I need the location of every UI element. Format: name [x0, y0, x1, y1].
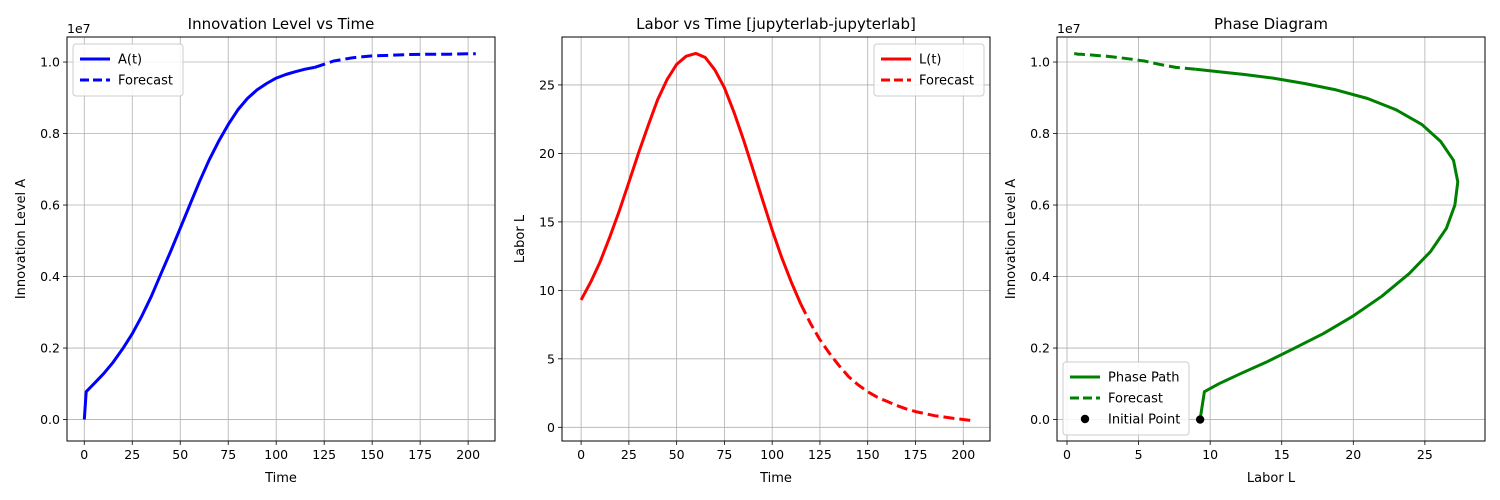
y-tick-label: 1.0: [40, 55, 60, 70]
legend-box: [72, 43, 184, 97]
x-tick-label: 200: [951, 447, 975, 462]
legend-box: [873, 43, 985, 97]
x-tick-label: 20: [1345, 447, 1361, 462]
y-tick-label: 0.8: [1030, 126, 1050, 141]
x-tick-label: 175: [904, 447, 928, 462]
chart-panel-3: 0 5 10 15 20 25 0.0 0.2 0.4 0.6 0.8 1.0 Phase Diagra…: [1004, 15, 1486, 486]
y-axis-label: Innovation Level A: [1004, 179, 1019, 299]
y-tick-label: 0.0: [40, 412, 60, 427]
y-tick-label: 0.4: [1030, 269, 1050, 284]
y-tick-label: 0.8: [40, 126, 60, 141]
x-tick-label: 150: [360, 447, 384, 462]
x-tick-label: 125: [312, 447, 336, 462]
x-tick-label: 75: [716, 447, 732, 462]
x-axis-label: Time: [264, 471, 297, 486]
x-tick-label: 150: [856, 447, 880, 462]
y-tick-label: 25: [539, 77, 555, 92]
y-tick-label: 0.2: [40, 341, 60, 356]
x-tick-label: 15: [1274, 447, 1290, 462]
y-axis-label: Innovation Level A: [14, 179, 29, 299]
legend-marker: [1080, 414, 1090, 424]
x-tick-label: 25: [124, 447, 140, 462]
legend-label: Forecast: [1108, 392, 1163, 407]
y-tick-label: 5: [547, 351, 555, 366]
x-tick-label: 0: [80, 447, 88, 462]
legend-label: L(t): [919, 53, 941, 68]
y-tick-label: 0.6: [40, 198, 60, 213]
legend: Phase Path Forecast Initial Point: [1062, 361, 1190, 436]
y-tick-label: 20: [539, 146, 555, 161]
chart-panel-1: 0 25 50 75 100 125 150 175 200 0.0 0.2 0.4 0.6 0.8 1.0…: [14, 15, 496, 486]
x-tick-label: 0: [577, 447, 585, 462]
series-group: [579, 51, 972, 422]
y-axis-label: Labor L: [513, 214, 528, 263]
legend-label: Phase Path: [1108, 371, 1180, 386]
legend-label: Forecast: [118, 74, 173, 89]
x-tick-label: 100: [264, 447, 288, 462]
legend-label: Forecast: [919, 74, 974, 89]
series-line-phase-path: [1195, 67, 1460, 420]
legend: A(t) Forecast: [72, 43, 184, 97]
y-tick-label: 0.6: [1030, 198, 1050, 213]
x-tick-label: 125: [808, 447, 832, 462]
y-tick-label: 10: [539, 283, 555, 298]
series-line-forecast: [1073, 52, 1196, 71]
legend-label: A(t): [118, 53, 142, 68]
legend-box: [1062, 361, 1190, 436]
y-tick-label: 0: [547, 420, 555, 435]
chart-title: Labor vs Time [jupyterlab-jupyterlab]: [636, 15, 916, 33]
initial-point-marker: [1195, 415, 1205, 424]
series-line-forecast: [314, 52, 476, 69]
x-axis-label: Labor L: [1247, 471, 1296, 486]
y-tick-label: 0.2: [1030, 341, 1050, 356]
x-tick-label: 50: [172, 447, 188, 462]
axes-frame: [561, 36, 991, 442]
y-tick-label: 0.4: [40, 269, 60, 284]
x-tick-label: 50: [669, 447, 685, 462]
x-tick-label: 25: [621, 447, 637, 462]
chart-title: Innovation Level vs Time: [188, 15, 375, 33]
y-tick-label: 15: [539, 214, 555, 229]
x-tick-label: 175: [408, 447, 432, 462]
series-line-a-t-: [82, 65, 315, 420]
axes-frame: [66, 36, 496, 442]
chart-panel-2: 0 25 50 75 100 125 150 175 200 0 5 10 15 20 25 Labor vs…: [513, 15, 991, 486]
x-tick-label: 25: [1417, 447, 1433, 462]
series-group: [82, 52, 476, 420]
chart-title: Phase Diagram: [1214, 15, 1328, 33]
legend: L(t) Forecast: [873, 43, 985, 97]
legend-label: Initial Point: [1108, 413, 1180, 428]
y-offset-label: 1e7: [67, 21, 91, 36]
y-tick-label: 0.0: [1030, 412, 1050, 427]
y-offset-label: 1e7: [1057, 21, 1081, 36]
x-tick-label: 0: [1063, 447, 1071, 462]
series-line-l-t-: [579, 51, 803, 305]
x-axis-label: Time: [759, 471, 792, 486]
series-line-forecast: [799, 303, 972, 422]
x-tick-label: 200: [456, 447, 480, 462]
x-tick-label: 5: [1135, 447, 1143, 462]
x-tick-label: 75: [220, 447, 236, 462]
series-group: [1073, 52, 1460, 424]
axes-frame: [1056, 36, 1486, 442]
x-tick-label: 100: [760, 447, 784, 462]
y-tick-label: 1.0: [1030, 55, 1050, 70]
x-tick-label: 10: [1202, 447, 1218, 462]
